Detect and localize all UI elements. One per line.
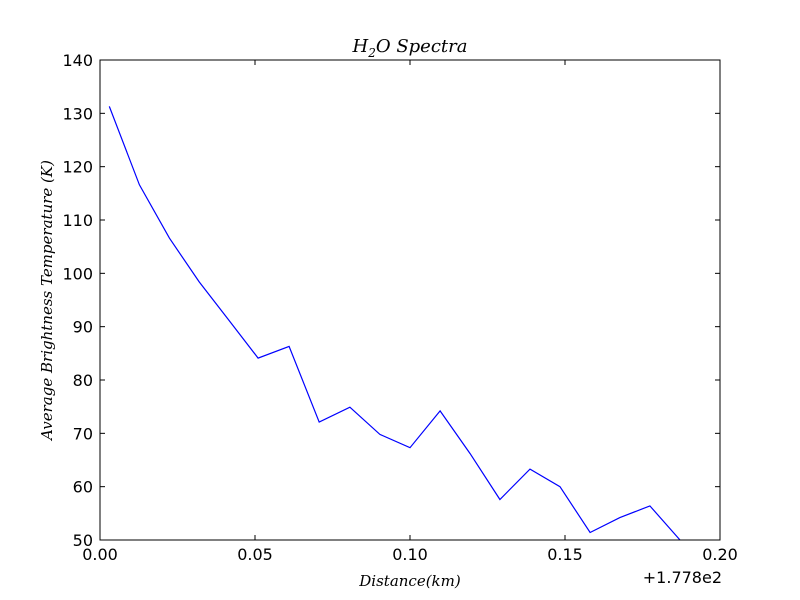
y-tick-label: 70 [73,424,93,443]
plot-frame [99,59,721,541]
x-tick-label: 0.20 [702,545,738,564]
chart-title-rest: O Spectra [376,36,468,57]
chart-title-base: H [352,36,369,57]
y-tick-label: 90 [73,318,93,337]
y-tick-label: 50 [73,531,93,550]
x-axis-label: Distance(km) [358,572,461,590]
svg-text:H2O Spectra: H2O Spectra [352,36,468,60]
x-tick-label: 0.15 [547,545,583,564]
chart-title-subscript: 2 [367,46,376,60]
series-group [108,106,681,541]
y-tick-label: 130 [62,104,93,123]
y-tick-label: 80 [73,371,93,390]
series-line [108,106,681,541]
y-tick-label: 140 [62,51,93,70]
y-tick-label: 110 [62,211,93,230]
y-tick-label: 100 [62,264,93,283]
x-tick-label: 0.05 [237,545,273,564]
chart-title: H2O Spectra [352,36,468,60]
x-offset-text: +1.778e2 [643,568,722,587]
x-tick-labels: 0.00 0.05 0.10 0.15 0.20 [82,545,738,564]
y-tick-labels: 50 60 70 80 90 100 110 120 130 140 [62,51,93,550]
axis-ticks [99,59,721,541]
y-tick-label: 120 [62,158,93,177]
x-tick-label: 0.10 [392,545,428,564]
x-tick-label: 0.00 [82,545,118,564]
y-tick-label: 60 [73,478,93,497]
y-axis-label: Average Brightness Temperature (K) [38,160,56,442]
